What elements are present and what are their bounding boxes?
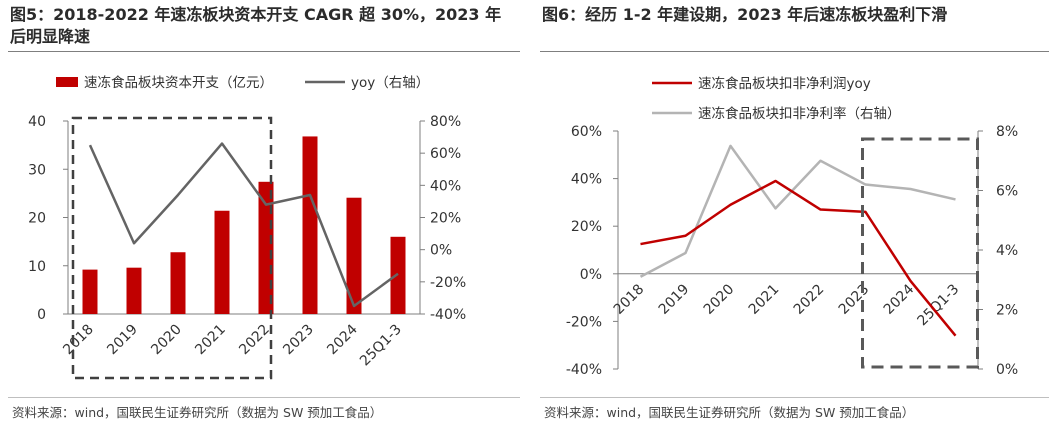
legend-bar-swatch bbox=[56, 77, 78, 87]
x-tick-label: 2024 bbox=[324, 321, 361, 358]
legend-margin-label: 速冻食品板块扣非净利率（右轴） bbox=[698, 105, 901, 122]
right-y-tick-label: 60% bbox=[430, 146, 461, 162]
right-title-rule bbox=[540, 51, 1049, 52]
right-y-tick-label: 0% bbox=[996, 362, 1018, 378]
left-y-tick-label: 60% bbox=[571, 124, 602, 140]
left-y-tick-label: 40% bbox=[571, 172, 602, 188]
right-y-tick-label: 8% bbox=[996, 124, 1018, 140]
right-source-rule bbox=[540, 397, 1049, 398]
profit-yoy-line bbox=[640, 179, 957, 337]
x-tick-label: 2020 bbox=[701, 281, 738, 318]
capex-bar bbox=[390, 236, 406, 314]
left-source-note: 资料来源：wind，国联民生证券研究所（数据为 SW 预加工食品） bbox=[12, 405, 383, 420]
x-tick-label: 2022 bbox=[791, 281, 828, 318]
left-y-tick-label: 30 bbox=[28, 162, 46, 178]
left-y-tick-label: 20 bbox=[28, 211, 46, 227]
capex-bar bbox=[126, 267, 142, 314]
right-figure-panel: 图6：经历 1-2 年建设期，2023 年后速冻板块盈利下滑 速冻食品板块扣非净… bbox=[532, 0, 1049, 425]
left-y-tick-label: -20% bbox=[566, 314, 602, 330]
right-y-tick-label: 2% bbox=[996, 303, 1018, 319]
right-y-tick-label: 80% bbox=[430, 114, 461, 130]
capex-bar bbox=[214, 210, 230, 314]
right-y-tick-label: -20% bbox=[430, 275, 466, 291]
x-tick-label: 2020 bbox=[148, 322, 185, 359]
right-y-tick-label: -40% bbox=[430, 307, 466, 323]
left-figure-panel: 图5：2018-2022 年速冻板块资本开支 CAGR 超 30%，2023 年… bbox=[0, 0, 520, 425]
left-y-tick-label: 10 bbox=[28, 259, 46, 275]
x-tick-label: 2019 bbox=[656, 281, 693, 318]
left-figure-title: 图5：2018-2022 年速冻板块资本开支 CAGR 超 30%，2023 年… bbox=[10, 5, 502, 46]
legend-bar-label: 速冻食品板块资本开支（亿元） bbox=[84, 74, 273, 91]
x-tick-label: 2021 bbox=[192, 322, 229, 359]
x-tick-label: 2019 bbox=[104, 322, 141, 359]
x-tick-label: 2021 bbox=[746, 281, 783, 318]
highlight-dashed-box bbox=[861, 137, 979, 369]
capex-bar bbox=[82, 269, 98, 314]
x-tick-label: 2018 bbox=[60, 322, 97, 359]
left-source-rule bbox=[8, 397, 520, 398]
x-tick-label: 25Q1-3 bbox=[914, 281, 962, 329]
right-y-tick-label: 0% bbox=[430, 243, 452, 259]
left-y-tick-label: 40 bbox=[28, 114, 46, 130]
right-chart: 速冻食品板块扣非净利润yoy 速冻食品板块扣非净利率（右轴） -40% -20% 0% 2… bbox=[566, 75, 1018, 378]
right-y-tick-label: 4% bbox=[996, 243, 1018, 259]
right-figure-title: 图6：经历 1-2 年建设期，2023 年后速冻板块盈利下滑 bbox=[542, 5, 948, 24]
yoy-line bbox=[88, 142, 399, 308]
net-margin-line bbox=[639, 144, 956, 278]
right-y-tick-label: 6% bbox=[996, 184, 1018, 200]
x-tick-label: 2023 bbox=[836, 281, 873, 318]
x-tick-label: 2023 bbox=[280, 322, 317, 359]
left-chart: 速冻食品板块资本开支（亿元） yoy（右轴） 0 10 20 30 40 -40% -20% 0%… bbox=[28, 74, 466, 380]
right-y-tick-label: 20% bbox=[430, 211, 461, 227]
right-y-tick-label: 40% bbox=[430, 178, 461, 194]
x-tick-label: 2022 bbox=[236, 322, 273, 359]
x-tick-label: 25Q1-3 bbox=[357, 322, 405, 370]
left-title-rule bbox=[8, 51, 520, 52]
left-y-tick-label: 0% bbox=[580, 267, 602, 283]
x-tick-label: 2018 bbox=[611, 281, 648, 318]
legend-profit-yoy-label: 速冻食品板块扣非净利润yoy bbox=[698, 75, 871, 92]
left-y-tick-label: -40% bbox=[566, 362, 602, 378]
capex-bar bbox=[302, 136, 318, 314]
left-y-tick-label: 20% bbox=[571, 219, 602, 235]
capex-bar bbox=[170, 252, 186, 314]
left-y-tick-label: 0 bbox=[37, 307, 46, 323]
capex-bar bbox=[258, 181, 274, 314]
right-source-note: 资料来源：wind，国联民生证券研究所（数据为 SW 预加工食品） bbox=[544, 405, 915, 420]
highlight-dashed-box bbox=[71, 116, 273, 380]
capex-bar bbox=[346, 197, 362, 314]
legend-line-label: yoy（右轴） bbox=[351, 75, 429, 91]
x-tick-label: 2024 bbox=[881, 281, 918, 318]
